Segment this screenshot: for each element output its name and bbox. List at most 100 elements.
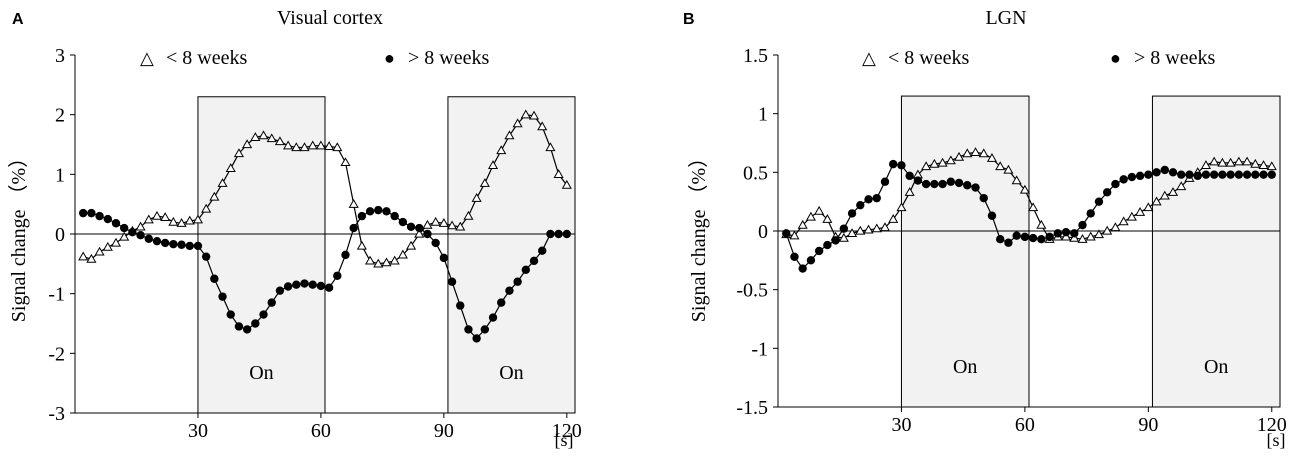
panel-b-point-over-8-weeks-11 bbox=[872, 193, 881, 203]
panel-b-point-over-8-weeks-41 bbox=[1119, 175, 1128, 184]
panel-b-point-over-8-weeks-6 bbox=[831, 236, 840, 245]
panel-a-point-under-8-weeks-39 bbox=[397, 249, 408, 259]
panel-a-point-under-8-weeks-13 bbox=[184, 215, 195, 225]
panel-b-point-under-8-weeks-31 bbox=[1036, 219, 1047, 229]
panel-a-ticks: 3 2 1 0 -1 -2 -3 30 60 90 120 bbox=[48, 45, 581, 442]
panel-a-point-under-8-weeks-17 bbox=[217, 178, 228, 187]
panel-b-ticks: 1.5 1 0.5 0 -0.5 -1 -1.5 30 60 90 120 bbox=[736, 45, 1286, 436]
panel-a-xtick-label-2: 90 bbox=[434, 420, 454, 442]
panel-a-point-over-8-weeks-28 bbox=[308, 280, 317, 289]
panel-a-point-under-8-weeks-20 bbox=[242, 139, 253, 149]
panel-a-point-under-8-weeks-24 bbox=[274, 136, 285, 146]
panel-a-point-under-8-weeks-54 bbox=[520, 109, 531, 119]
panel-a-point-over-8-weeks-43 bbox=[431, 238, 440, 248]
panel-b-point-under-8-weeks-42 bbox=[1126, 211, 1137, 221]
panel-a-point-under-8-weeks-38 bbox=[389, 255, 400, 265]
panel-a-point-over-8-weeks-50 bbox=[488, 313, 498, 322]
panel-a-on-block-1-label: On bbox=[249, 362, 273, 384]
panel-a-point-under-8-weeks-41 bbox=[414, 228, 425, 238]
panel-b-point-under-8-weeks-44 bbox=[1143, 202, 1154, 212]
panel-b-on-block-2-label: On bbox=[1204, 356, 1228, 378]
panel-b-point-over-8-weeks-17 bbox=[921, 179, 931, 189]
panel-b-on-block-1-label: On bbox=[953, 356, 977, 378]
panel-a-point-under-8-weeks-12 bbox=[176, 218, 187, 227]
panel-a-point-over-8-weeks-29 bbox=[316, 281, 326, 291]
panel-a-point-over-8-weeks-33 bbox=[349, 223, 358, 233]
panel-b-point-under-8-weeks-39 bbox=[1102, 225, 1113, 235]
panel-a-point-under-8-weeks-40 bbox=[406, 240, 417, 250]
panel-b-point-under-8-weeks-25 bbox=[986, 153, 998, 162]
panel-b-point-under-8-weeks-1 bbox=[789, 230, 800, 240]
panel-a-point-over-8-weeks-1 bbox=[87, 208, 96, 218]
panel-a-point-over-8-weeks-38 bbox=[390, 211, 399, 221]
panel-b-point-over-8-weeks-34 bbox=[1061, 227, 1071, 237]
panel-a-point-under-8-weeks-14 bbox=[192, 214, 204, 224]
panel-a-point-under-8-weeks-58 bbox=[553, 169, 564, 178]
panel-b-point-over-8-weeks-21 bbox=[954, 178, 964, 188]
panel-a-ytick-label-1: 2 bbox=[55, 105, 65, 127]
panel-b-point-under-8-weeks-7 bbox=[838, 232, 849, 242]
panel-b-point-over-8-weeks-2 bbox=[798, 264, 807, 273]
panel-b-point-under-8-weeks-19 bbox=[937, 157, 948, 167]
panel-b-point-over-8-weeks-56 bbox=[1242, 170, 1252, 179]
panel-b-point-over-8-weeks-49 bbox=[1185, 170, 1194, 179]
panel-a-point-under-8-weeks-26 bbox=[291, 142, 302, 152]
panel-b-point-under-8-weeks-21 bbox=[953, 151, 965, 161]
panel-b-point-over-8-weeks-22 bbox=[963, 181, 972, 190]
panel-a-point-under-8-weeks-23 bbox=[266, 133, 277, 143]
panel-b-point-over-8-weeks-18 bbox=[930, 179, 939, 189]
panel-a-point-over-8-weeks-30 bbox=[324, 283, 334, 292]
panel-a-legend-symbol-under-8: △ bbox=[140, 48, 154, 68]
panel-a-legend-symbol-over-8: ● bbox=[384, 48, 395, 68]
panel-b-point-over-8-weeks-25 bbox=[987, 211, 997, 220]
panel-b-point-under-8-weeks-48 bbox=[1176, 181, 1187, 191]
panel-b-point-under-8-weeks-8 bbox=[847, 228, 858, 237]
panel-a-point-under-8-weeks-30 bbox=[324, 141, 335, 150]
panel-a-x-axis-label: [s] bbox=[555, 430, 574, 450]
panel-b-point-over-8-weeks-38 bbox=[1094, 197, 1104, 206]
panel-b-point-over-8-weeks-3 bbox=[806, 256, 816, 265]
panel-a-point-under-8-weeks-28 bbox=[307, 140, 318, 150]
panel-a-point-over-8-weeks-23 bbox=[267, 298, 276, 307]
panel-a-on-blocks: On On bbox=[197, 96, 576, 414]
panel-b-point-under-8-weeks-12 bbox=[879, 222, 891, 232]
panel-a-point-over-8-weeks-32 bbox=[341, 250, 350, 260]
panel-a-legend: △ < 8 weeks ● > 8 weeks bbox=[140, 47, 489, 69]
panel-b-point-over-8-weeks-28 bbox=[1012, 231, 1021, 240]
panel-a-point-over-8-weeks-4 bbox=[111, 219, 121, 228]
panel-b-series-markers bbox=[781, 147, 1277, 273]
panel-a-point-under-8-weeks-33 bbox=[348, 198, 359, 208]
panel-a-point-under-8-weeks-35 bbox=[365, 255, 376, 265]
panel-b-point-under-8-weeks-24 bbox=[978, 148, 989, 158]
panel-b-on-block-2 bbox=[1151, 95, 1281, 408]
panel-a-point-under-8-weeks-57 bbox=[545, 142, 556, 152]
panel-b-point-over-8-weeks-12 bbox=[880, 177, 890, 186]
panel-a-point-under-8-weeks-18 bbox=[225, 163, 236, 173]
panel-a-label: A bbox=[12, 11, 24, 28]
panel-b-point-over-8-weeks-43 bbox=[1135, 171, 1145, 181]
panel-a-point-over-8-weeks-7 bbox=[136, 230, 145, 240]
panel-b-ytick-label-1: 1 bbox=[758, 104, 768, 126]
panel-b-point-over-8-weeks-24 bbox=[979, 193, 988, 203]
panel-a-point-over-8-weeks-40 bbox=[406, 222, 416, 232]
panel-b-point-under-8-weeks-38 bbox=[1093, 229, 1105, 239]
panel-b-point-over-8-weeks-58 bbox=[1259, 170, 1268, 179]
panel-a-point-under-8-weeks-25 bbox=[283, 140, 294, 150]
panel-b-point-under-8-weeks-20 bbox=[945, 155, 956, 165]
panel-a-title: Visual cortex bbox=[277, 7, 383, 29]
panel-a-point-over-8-weeks-36 bbox=[374, 205, 383, 215]
panel-a-point-over-8-weeks-27 bbox=[300, 279, 309, 288]
panel-a-point-over-8-weeks-12 bbox=[177, 240, 186, 249]
panel-a-point-over-8-weeks-24 bbox=[275, 286, 285, 295]
panel-b-point-under-8-weeks-43 bbox=[1135, 207, 1146, 216]
panel-a-point-under-8-weeks-48 bbox=[471, 192, 482, 202]
panel-a-point-under-8-weeks-4 bbox=[110, 237, 122, 247]
panel-b-point-under-8-weeks-46 bbox=[1159, 190, 1170, 200]
panel-a-point-over-8-weeks-53 bbox=[513, 277, 522, 286]
panel-b-point-under-8-weeks-45 bbox=[1151, 196, 1162, 206]
panel-a-point-over-8-weeks-48 bbox=[472, 334, 481, 343]
panel-a-point-under-8-weeks-50 bbox=[487, 160, 499, 170]
panel-a-on-block-2-label: On bbox=[499, 362, 523, 384]
panel-b-point-over-8-weeks-16 bbox=[913, 176, 923, 185]
panel-a-point-over-8-weeks-44 bbox=[439, 253, 449, 263]
